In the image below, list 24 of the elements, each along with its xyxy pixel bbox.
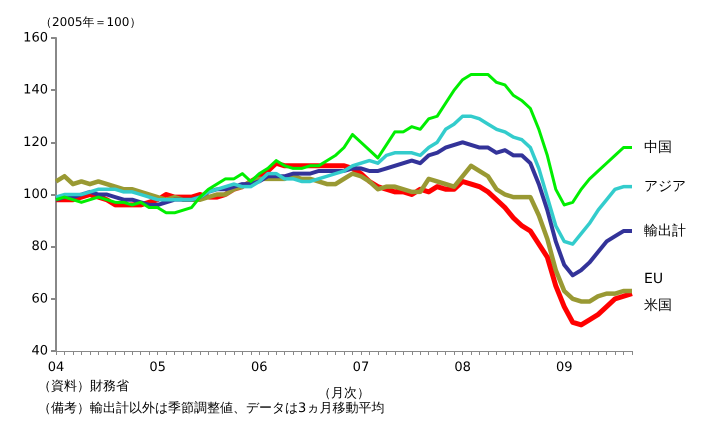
x-tick-label: 04 — [48, 360, 64, 375]
y-tick-label: 100 — [23, 187, 48, 202]
x-tick-label: 09 — [556, 360, 573, 375]
text: （資料）財務省 — [38, 379, 129, 394]
y-tick-label: 60 — [31, 291, 48, 306]
y-axis-title: （2005年＝100） — [40, 15, 142, 29]
series-label: EU — [644, 271, 664, 288]
x-tick-label: 06 — [251, 360, 268, 375]
x-axis-title: （月次） — [318, 386, 370, 401]
x-tick-label: 05 — [149, 360, 166, 375]
y-tick-label: 160 — [23, 30, 48, 46]
x-tick-label: 08 — [454, 360, 471, 375]
y-tick-label: 120 — [23, 134, 48, 150]
series-label: 中国 — [644, 140, 672, 156]
x-tick-label: 07 — [352, 360, 370, 375]
y-tick-label: 40 — [31, 344, 48, 358]
y-tick-label: 80 — [31, 239, 48, 254]
line-series — [54, 114, 634, 246]
text: （備考）輸出計以外は季節調整値、データは3ヵ月移動平均 — [38, 401, 384, 416]
series-label: 輸出計 — [644, 223, 686, 240]
series-label: アジア — [644, 178, 686, 195]
y-tick-label: 140 — [23, 82, 48, 98]
line-series — [54, 73, 634, 214]
series-label: 米国 — [644, 298, 672, 314]
